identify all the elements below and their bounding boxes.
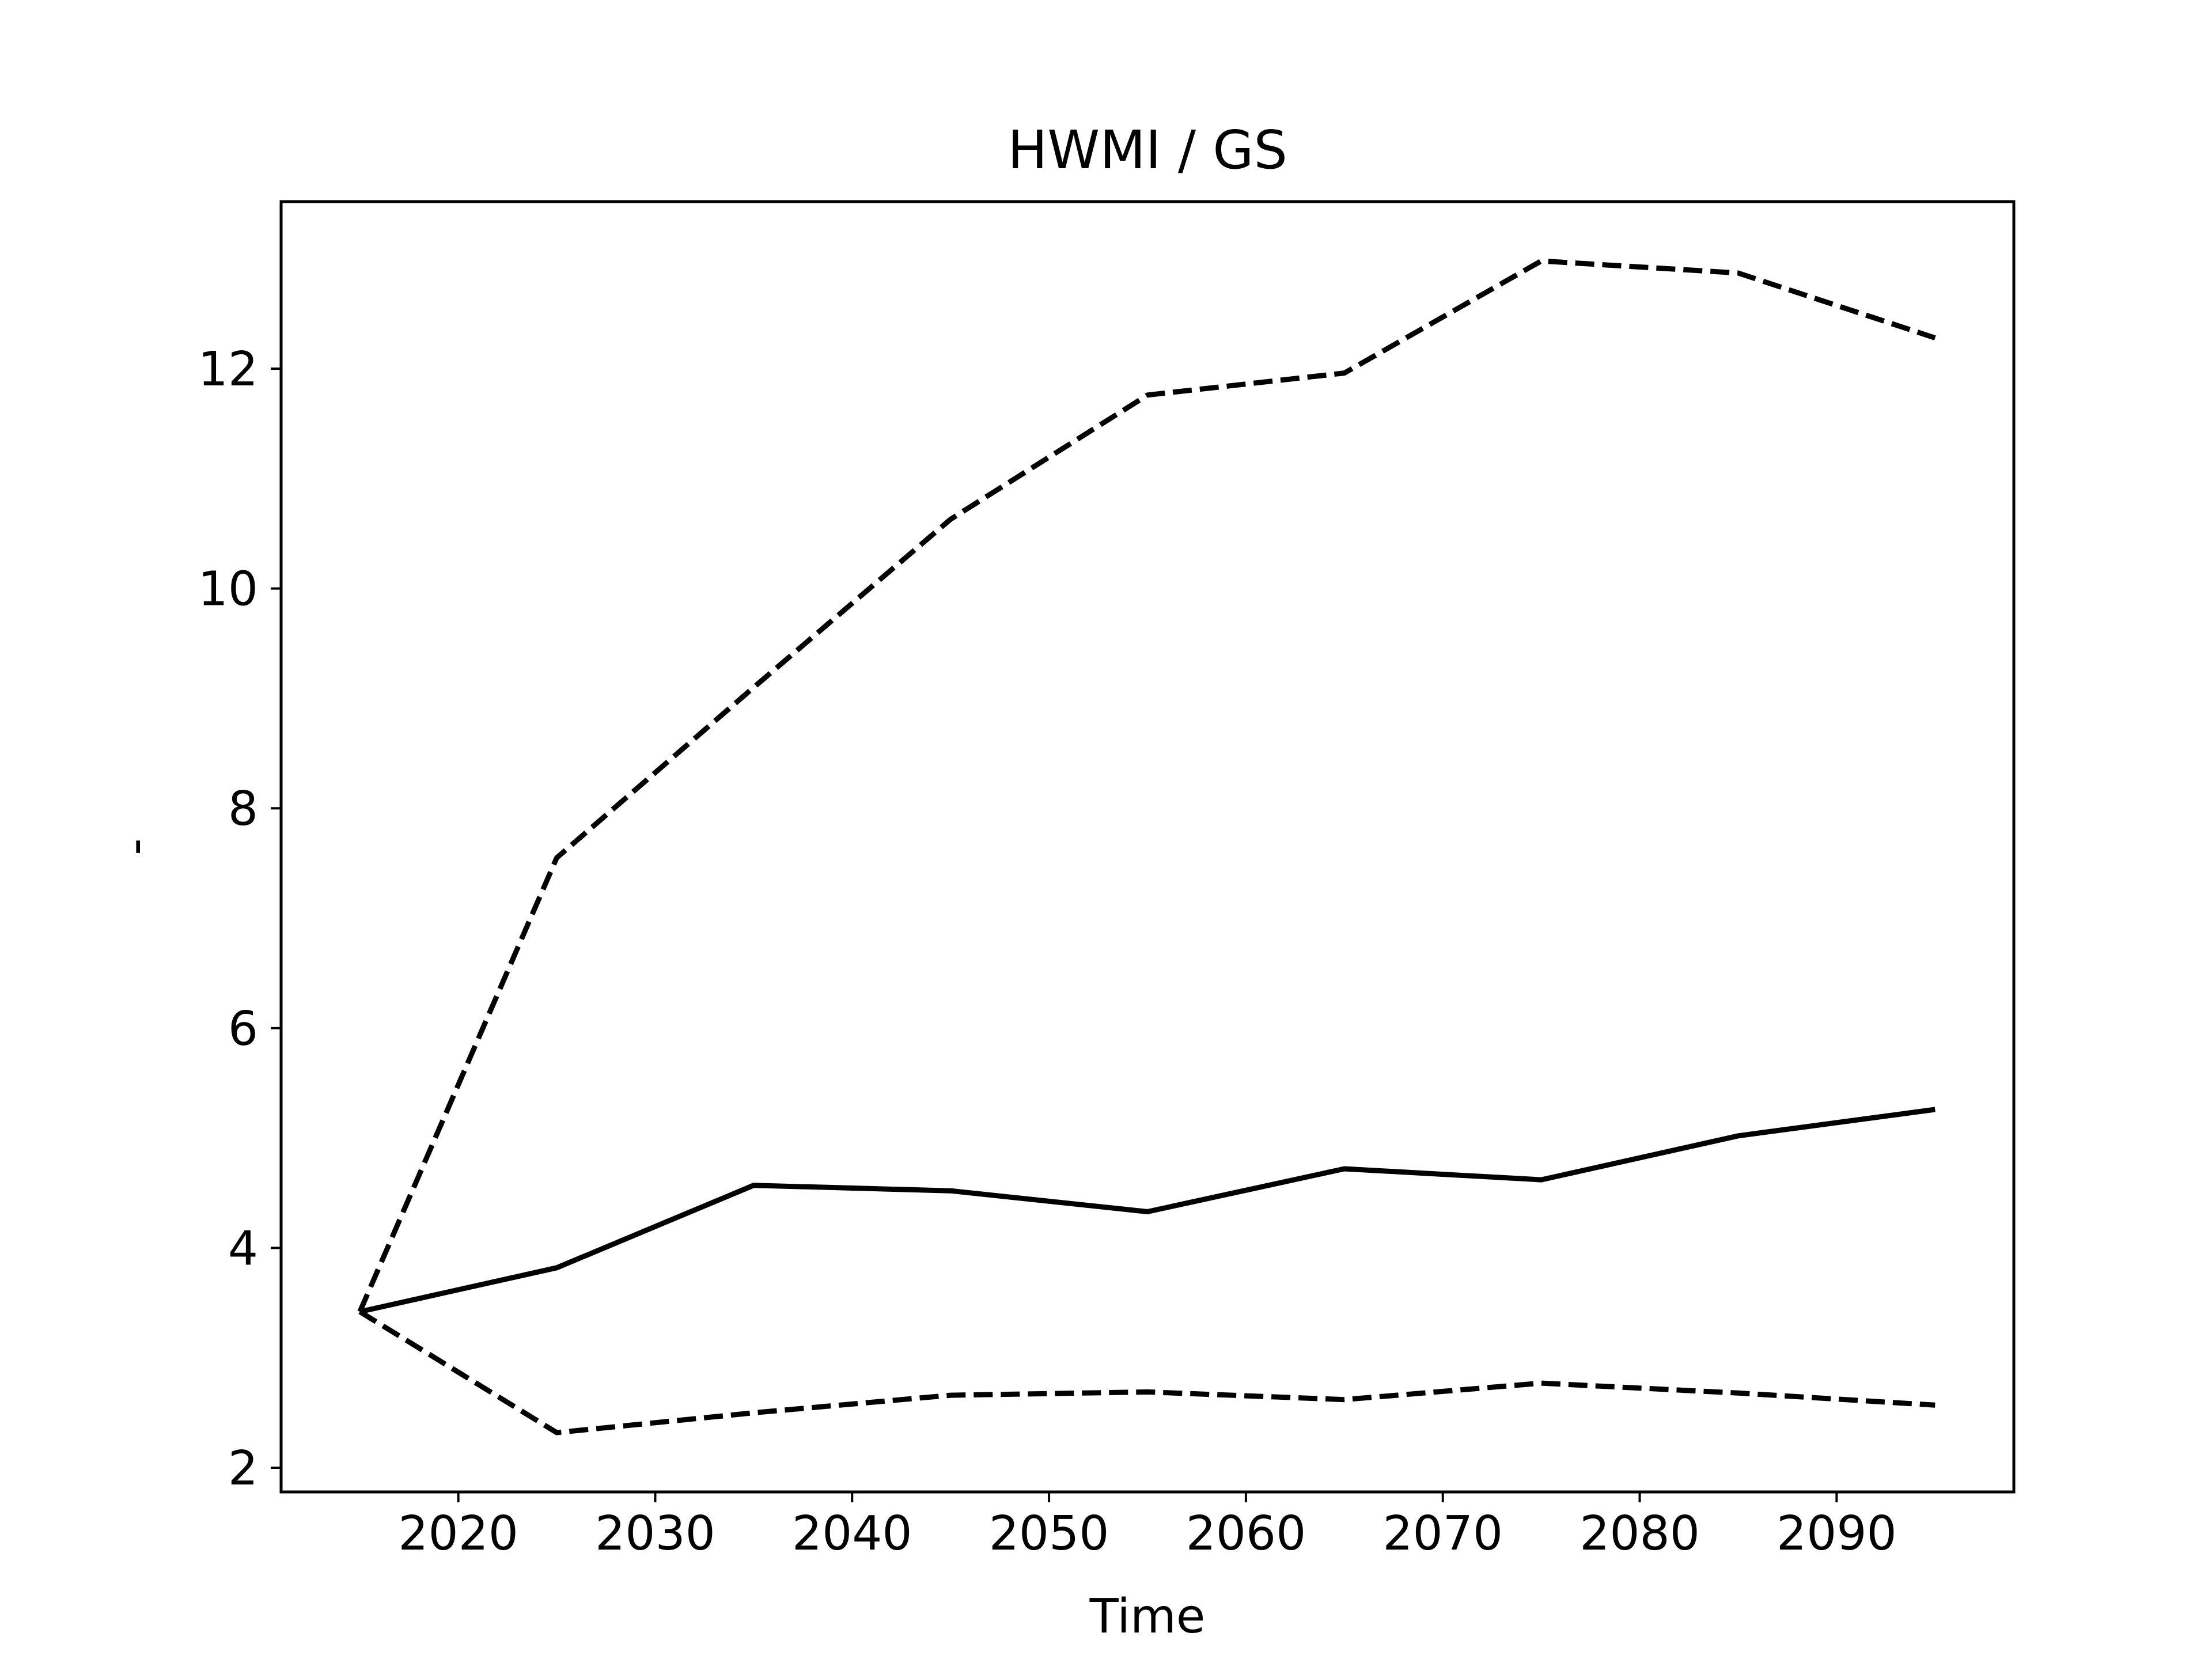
y-axis-label: - <box>108 838 162 855</box>
y-tick-label: 2 <box>228 1441 258 1496</box>
y-tick-label: 4 <box>228 1221 258 1276</box>
y-tick-label: 12 <box>198 342 258 397</box>
y-axis: 2 4 6 8 10 12 <box>198 342 281 1496</box>
x-tick-label: 2050 <box>989 1506 1109 1561</box>
x-tick-label: 2070 <box>1382 1506 1503 1561</box>
x-tick-label: 2040 <box>792 1506 912 1561</box>
x-tick-label: 2060 <box>1186 1506 1306 1561</box>
x-tick-label: 2030 <box>595 1506 715 1561</box>
x-axis-label: Time <box>1089 1589 1206 1644</box>
plot-area-frame <box>279 200 2016 1494</box>
x-tick-label: 2090 <box>1777 1506 1897 1561</box>
y-tick-label: 8 <box>228 782 258 836</box>
chart-title: HWMI / GS <box>1007 119 1287 181</box>
series-line-2 <box>357 258 1936 1313</box>
x-tick-label: 2080 <box>1580 1506 1700 1561</box>
series-line-3 <box>358 1309 1936 1435</box>
x-axis: 2020 2030 2040 2050 2060 2070 2080 2090 <box>398 1492 1897 1561</box>
x-tick-label: 2020 <box>398 1506 518 1561</box>
series-layer <box>357 258 1936 1435</box>
y-tick-label: 6 <box>228 1002 258 1056</box>
series-line-1 <box>359 1107 1936 1315</box>
y-tick-label: 10 <box>198 562 258 617</box>
